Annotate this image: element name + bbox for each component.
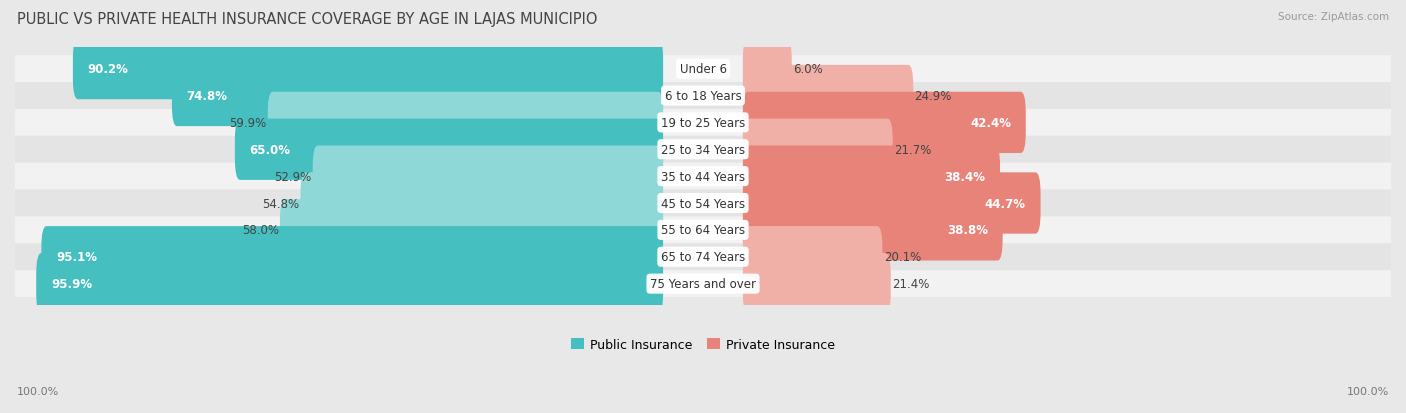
FancyBboxPatch shape [301,173,664,234]
Text: 25 to 34 Years: 25 to 34 Years [661,143,745,157]
FancyBboxPatch shape [172,66,664,127]
Text: 54.8%: 54.8% [262,197,299,210]
FancyBboxPatch shape [73,39,664,100]
FancyBboxPatch shape [15,217,1391,244]
Text: 95.9%: 95.9% [51,278,93,290]
FancyBboxPatch shape [15,244,1391,271]
Text: 42.4%: 42.4% [970,116,1011,130]
FancyBboxPatch shape [235,119,664,180]
Text: 75 Years and over: 75 Years and over [650,278,756,290]
FancyBboxPatch shape [15,163,1391,190]
Text: 6.0%: 6.0% [793,63,823,76]
Text: 100.0%: 100.0% [1347,387,1389,396]
Text: Source: ZipAtlas.com: Source: ZipAtlas.com [1278,12,1389,22]
FancyBboxPatch shape [15,56,1391,83]
FancyBboxPatch shape [15,271,1391,297]
Text: PUBLIC VS PRIVATE HEALTH INSURANCE COVERAGE BY AGE IN LAJAS MUNICIPIO: PUBLIC VS PRIVATE HEALTH INSURANCE COVER… [17,12,598,27]
Text: 6 to 18 Years: 6 to 18 Years [665,90,741,103]
Text: 24.9%: 24.9% [914,90,952,103]
FancyBboxPatch shape [742,93,1026,154]
FancyBboxPatch shape [41,227,664,288]
Text: Under 6: Under 6 [679,63,727,76]
FancyBboxPatch shape [15,83,1391,110]
FancyBboxPatch shape [742,66,914,127]
Text: 65.0%: 65.0% [250,143,291,157]
FancyBboxPatch shape [15,190,1391,217]
Legend: Public Insurance, Private Insurance: Public Insurance, Private Insurance [567,333,839,356]
Text: 58.0%: 58.0% [242,224,278,237]
Text: 35 to 44 Years: 35 to 44 Years [661,170,745,183]
FancyBboxPatch shape [742,173,1040,234]
Text: 59.9%: 59.9% [229,116,266,130]
Text: 74.8%: 74.8% [187,90,228,103]
FancyBboxPatch shape [37,254,664,315]
FancyBboxPatch shape [742,227,883,288]
Text: 19 to 25 Years: 19 to 25 Years [661,116,745,130]
Text: 65 to 74 Years: 65 to 74 Years [661,251,745,263]
Text: 100.0%: 100.0% [17,387,59,396]
Text: 20.1%: 20.1% [884,251,921,263]
Text: 38.4%: 38.4% [945,170,986,183]
FancyBboxPatch shape [742,254,891,315]
FancyBboxPatch shape [742,200,1002,261]
Text: 90.2%: 90.2% [87,63,128,76]
Text: 21.7%: 21.7% [894,143,931,157]
FancyBboxPatch shape [267,93,664,154]
Text: 44.7%: 44.7% [984,197,1026,210]
Text: 45 to 54 Years: 45 to 54 Years [661,197,745,210]
Text: 21.4%: 21.4% [891,278,929,290]
Text: 52.9%: 52.9% [274,170,311,183]
FancyBboxPatch shape [312,146,664,207]
Text: 38.8%: 38.8% [946,224,988,237]
FancyBboxPatch shape [15,136,1391,163]
Text: 55 to 64 Years: 55 to 64 Years [661,224,745,237]
FancyBboxPatch shape [742,119,893,180]
FancyBboxPatch shape [15,110,1391,136]
Text: 95.1%: 95.1% [56,251,97,263]
FancyBboxPatch shape [742,146,1000,207]
FancyBboxPatch shape [742,39,792,100]
FancyBboxPatch shape [280,200,664,261]
